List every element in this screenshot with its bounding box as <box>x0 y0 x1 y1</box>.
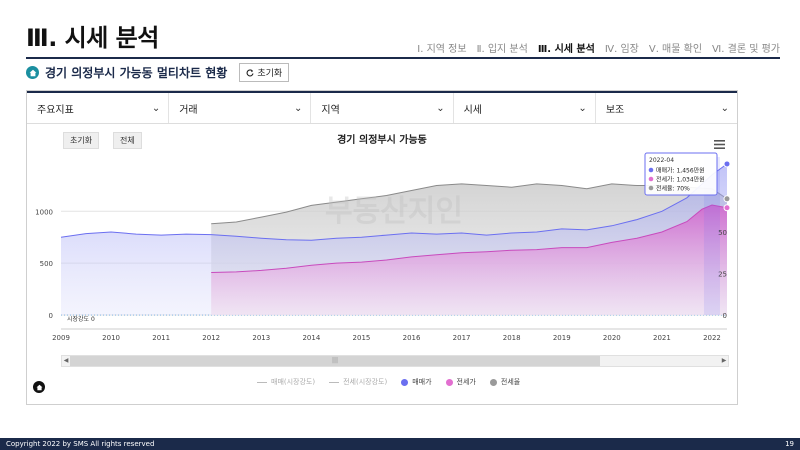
legend-line <box>329 381 340 383</box>
y-right-tick-label: 50 <box>718 229 727 237</box>
scroll-left-icon[interactable]: ◀ <box>63 357 69 364</box>
scroll-thumb[interactable] <box>70 356 600 366</box>
chart-legend: 매매(시장강도) 전세(시장강도) 매매가 전세가 전세율 <box>257 377 520 387</box>
legend-dot <box>401 378 409 386</box>
dropdown-region[interactable]: 지역 ⌄ <box>311 93 454 123</box>
chevron-down-icon: ⌄ <box>436 102 445 114</box>
x-tick-label: 2018 <box>503 334 521 342</box>
sub-header: 경기 의정부시 가능동 멀티차트 현황 초기화 <box>26 63 290 82</box>
y-left-tick-label: 1000 <box>35 208 53 216</box>
legend-dot <box>489 378 497 386</box>
x-tick-label: 2017 <box>453 334 471 342</box>
x-tick-label: 2011 <box>152 334 170 342</box>
chart-panel: 주요지표 ⌄ 거래 ⌄ 지역 ⌄ 시세 ⌄ 보조 ⌄ 부동산지인 0 500 1000 0 25 50… <box>26 90 738 405</box>
dropdown-auxiliary[interactable]: 보조 ⌄ <box>596 93 737 123</box>
x-tick-label: 2013 <box>252 334 270 342</box>
x-tick-label: 2019 <box>553 334 571 342</box>
sale-price-marker[interactable] <box>723 160 731 168</box>
dropdown-label: 거래 <box>179 104 198 116</box>
nav-item[interactable]: Ⅱ. 입지 분석 <box>476 44 528 55</box>
home-icon <box>26 66 39 79</box>
chart-title: 경기 의정부시 가능동 <box>337 135 427 146</box>
y-right-tick-label: 0 <box>723 312 727 320</box>
y-left-tick-label: 500 <box>40 260 53 268</box>
refresh-icon <box>246 68 254 76</box>
tooltip-dot <box>648 176 654 182</box>
tooltip-box <box>644 152 718 196</box>
x-tick-label: 2022 <box>703 334 721 342</box>
x-tick-label: 2015 <box>353 334 371 342</box>
legend-label: 매매가 <box>412 378 432 386</box>
legend-label: 전세(시장강도) <box>343 378 388 386</box>
legend-label: 전세가 <box>456 378 476 386</box>
chevron-down-icon: ⌄ <box>294 102 303 114</box>
tooltip-row: 전세율: 70% <box>656 185 690 193</box>
hamburger-menu-icon[interactable] <box>714 134 725 153</box>
dropdown-label: 시세 <box>463 104 483 116</box>
dropdown-main-indicator[interactable]: 주요지표 ⌄ <box>27 93 170 123</box>
legend-item[interactable]: 전세(시장강도) <box>329 377 387 387</box>
chevron-down-icon: ⌄ <box>151 102 161 114</box>
jeonse-rate-marker[interactable] <box>723 195 731 203</box>
chevron-down-icon: ⌄ <box>720 102 730 114</box>
series-jeonse-price-area <box>211 205 727 315</box>
dropdown-label: 보조 <box>605 104 625 116</box>
legend-item[interactable]: 전세율 <box>489 377 521 387</box>
chart-all-button[interactable]: 전체 <box>113 132 142 149</box>
sub-title: 경기 의정부시 가능동 멀티차트 현황 <box>45 66 228 80</box>
x-tick-label: 2014 <box>302 334 320 342</box>
legend-line <box>257 381 267 383</box>
tooltip-dot <box>648 167 654 173</box>
home-icon[interactable] <box>33 381 45 393</box>
nav-item[interactable]: Ⅵ. 결론 및 평가 <box>712 44 780 55</box>
nav-item[interactable]: Ⅰ. 지역 정보 <box>417 44 467 55</box>
filter-bar: 주요지표 ⌄ 거래 ⌄ 지역 ⌄ 시세 ⌄ 보조 ⌄ <box>27 91 737 124</box>
section-nav: Ⅰ. 지역 정보 Ⅱ. 입지 분석 Ⅲ. 시세 분석 Ⅳ. 임장 Ⅴ. 매물 확인 Ⅵ. … <box>417 40 780 55</box>
legend-item[interactable]: 매매가 <box>401 377 432 387</box>
x-tick-label: 2021 <box>653 334 671 342</box>
page-number: 19 <box>785 440 794 448</box>
series-jeonse-price-line[interactable] <box>211 204 728 273</box>
jeonse-price-marker[interactable] <box>723 204 731 212</box>
dropdown-label: 지역 <box>321 104 340 116</box>
x-tick-label: 2012 <box>202 334 220 342</box>
x-tick-label: 2010 <box>102 334 120 342</box>
nav-item[interactable]: Ⅲ. 시세 분석 <box>537 44 595 55</box>
chevron-down-icon: ⌄ <box>578 102 587 114</box>
tooltip-dot <box>648 185 654 191</box>
legend-label: 매매(시장강도) <box>271 378 316 386</box>
legend-dot <box>445 378 453 386</box>
dropdown-label: 주요지표 <box>37 104 74 116</box>
price-chart[interactable]: 부동산지인 0 500 1000 0 25 50 2009 2010 2011 2012 2013 20… <box>27 91 737 353</box>
reset-button[interactable]: 초기화 <box>239 63 290 82</box>
tooltip-date: 2022-04 <box>649 157 674 164</box>
nav-item[interactable]: Ⅳ. 임장 <box>604 44 639 55</box>
tooltip-row: 전세가: 1,034만원 <box>656 176 705 184</box>
dropdown-trade[interactable]: 거래 ⌄ <box>169 93 312 123</box>
x-tick-label: 2009 <box>52 334 70 342</box>
y-right-tick-label: 25 <box>718 271 727 279</box>
range-scrollbar[interactable]: ◀ ||| ▶ <box>61 355 729 367</box>
legend-label: 전세율 <box>500 378 521 386</box>
market-strength-annotation: 시장강도 0 <box>67 315 95 323</box>
hover-column <box>703 157 720 315</box>
title-divider <box>26 57 780 59</box>
copyright-text: Copyright 2022 by SMS All rights reserve… <box>6 440 155 448</box>
reset-button-label: 초기화 <box>257 69 283 79</box>
slide-title: Ⅲ. 시세 분석 <box>26 24 159 52</box>
y-left-tick-label: 0 <box>49 312 53 320</box>
dropdown-price[interactable]: 시세 ⌄ <box>454 93 596 123</box>
x-tick-label: 2020 <box>603 334 621 342</box>
x-tick-label: 2016 <box>403 334 421 342</box>
tooltip-row: 매매가: 1,456만원 <box>656 167 705 175</box>
footer: Copyright 2022 by SMS All rights reserve… <box>0 438 800 450</box>
legend-item[interactable]: 전세가 <box>445 377 476 387</box>
watermark-text: 부동산지인 <box>325 194 463 229</box>
legend-item[interactable]: 매매(시장강도) <box>257 377 315 387</box>
scroll-right-icon[interactable]: ▶ <box>721 357 727 364</box>
scroll-grip-icon: ||| <box>332 357 339 364</box>
series-sale-price-line[interactable] <box>60 163 728 241</box>
chart-reset-button[interactable]: 초기화 <box>63 132 100 149</box>
nav-item[interactable]: Ⅴ. 매물 확인 <box>648 44 703 55</box>
